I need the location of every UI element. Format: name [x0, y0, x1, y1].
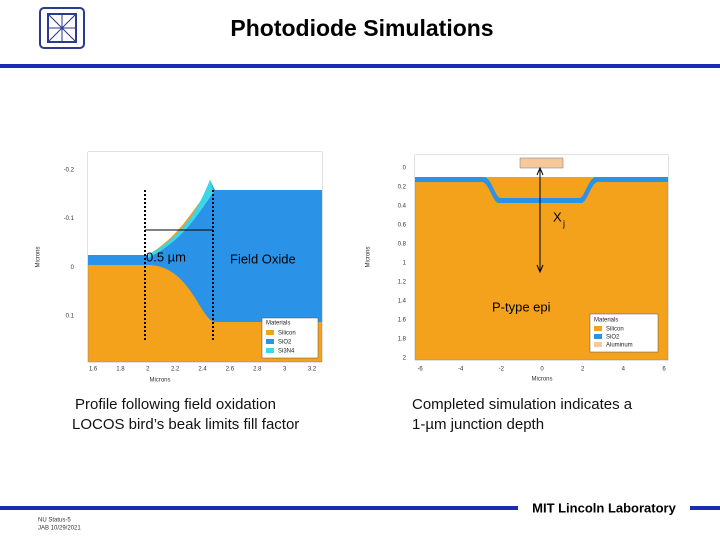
- y-tick-label: 0.6: [398, 223, 407, 229]
- y-tick-label: -0.1: [64, 216, 75, 222]
- right-plot: X j P-type epi Materials Silicon SiO2 Al…: [366, 154, 669, 383]
- footer-rule: [0, 506, 518, 510]
- y-tick-label: 0: [403, 166, 407, 172]
- x-tick-label: -2: [499, 367, 505, 373]
- annotation: 0.5 µm: [146, 249, 186, 264]
- y-tick-label: 0.8: [398, 242, 407, 248]
- footer-note: NU Status-5: [38, 518, 71, 524]
- y-tick-label: 1.8: [398, 337, 407, 343]
- x-axis-label: Microns: [149, 378, 170, 384]
- title: Photodiode Simulations: [230, 15, 493, 41]
- annotation: Field Oxide: [230, 251, 296, 266]
- x-axis-label: Microns: [531, 377, 552, 383]
- x-tick-label: 2.8: [253, 367, 262, 373]
- y-tick-label: 0: [71, 265, 75, 271]
- organization: MIT Lincoln Laboratory: [532, 500, 676, 515]
- annotation: X: [553, 209, 562, 224]
- x-tick-label: 4: [622, 367, 626, 373]
- x-tick-label: 1.6: [89, 367, 98, 373]
- x-tick-label: 6: [662, 367, 666, 373]
- legend-title: Materials: [594, 318, 618, 324]
- x-tick-label: 3.2: [308, 367, 317, 373]
- y-tick-label: 1: [403, 261, 407, 267]
- x-tick-label: 0: [540, 367, 544, 373]
- x-tick-label: 1.8: [116, 367, 125, 373]
- header-rule: [0, 64, 720, 68]
- footer-note: JAB 10/29/2021: [38, 526, 81, 532]
- annotation: j: [562, 218, 565, 228]
- x-tick-label: 3: [283, 367, 287, 373]
- x-tick-label: 2.2: [171, 367, 180, 373]
- legend-item: Silicon: [606, 327, 624, 333]
- y-tick-label: -0.2: [64, 168, 75, 174]
- y-axis-label: Microns: [36, 246, 42, 267]
- y-tick-label: 0.4: [398, 204, 407, 210]
- y-axis-label: Microns: [366, 246, 372, 267]
- y-tick-label: 0.1: [66, 314, 75, 320]
- caption: 1-µm junction depth: [412, 416, 544, 433]
- caption: Profile following field oxidation: [75, 396, 276, 413]
- caption: Completed simulation indicates a: [412, 396, 633, 413]
- x-tick-label: 2: [146, 367, 150, 373]
- footer-rule: [690, 506, 720, 510]
- annotation: P-type epi: [492, 299, 551, 314]
- x-tick-label: 2.4: [198, 367, 207, 373]
- y-tick-label: 2: [403, 356, 407, 362]
- x-tick-label: 2.6: [226, 367, 235, 373]
- logo: [39, 7, 85, 49]
- legend-item: Aluminum: [606, 343, 633, 349]
- legend-item: SiO2: [278, 340, 292, 346]
- legend-item: Silicon: [278, 331, 296, 337]
- y-tick-label: 1.6: [398, 318, 407, 324]
- legend-item: Si3N4: [278, 349, 295, 355]
- y-tick-label: 0.2: [398, 185, 407, 191]
- x-tick-label: -4: [458, 367, 464, 373]
- left-plot: 0.5 µm Field Oxide Materials Silicon SiO…: [36, 151, 323, 384]
- x-tick-label: -6: [417, 367, 423, 373]
- y-tick-label: 1.4: [398, 299, 407, 305]
- x-tick-label: 2: [581, 367, 585, 373]
- legend-title: Materials: [266, 321, 290, 327]
- caption: LOCOS bird’s beak limits fill factor: [72, 416, 299, 433]
- y-tick-label: 1.2: [398, 280, 407, 286]
- legend-item: SiO2: [606, 335, 620, 341]
